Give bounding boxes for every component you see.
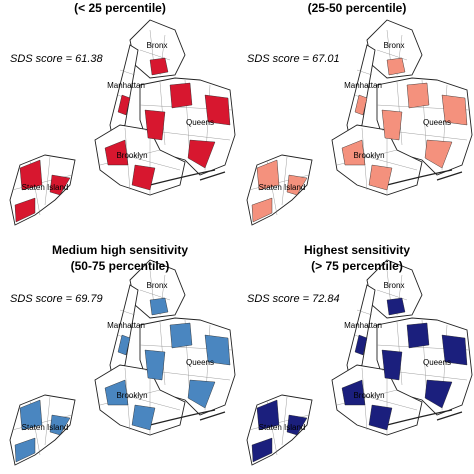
panel-title: (25-50 percentile)	[308, 1, 407, 15]
borough-label: Manhattan	[344, 321, 382, 330]
borough-label: Staten Island	[259, 423, 306, 432]
sds-score: SDS score = 67.01	[247, 53, 340, 65]
borough-label: Queens	[423, 118, 451, 127]
sds-score: SDS score = 69.79	[10, 293, 103, 305]
panel-title: Medium high sensitivity	[52, 243, 188, 257]
borough-label: Manhattan	[107, 321, 145, 330]
panel-title: Highest sensitivity	[304, 243, 410, 257]
borough-label: Bronx	[147, 41, 168, 50]
borough-label: Brooklyn	[116, 151, 147, 160]
sds-score: SDS score = 72.84	[247, 293, 340, 305]
sds-score: SDS score = 61.38	[10, 53, 104, 65]
panel-title: (> 75 percentile)	[311, 259, 403, 273]
borough-label: Manhattan	[107, 81, 145, 90]
borough-label: Bronx	[147, 281, 168, 290]
borough-label: Queens	[423, 358, 451, 367]
borough-label: Queens	[186, 358, 214, 367]
borough-label: Staten Island	[22, 423, 69, 432]
map-panel: Bronx Manhattan Queens Brooklyn Staten Islan…	[246, 19, 473, 226]
borough-label: Manhattan	[344, 81, 382, 90]
borough-label: Queens	[186, 118, 214, 127]
panel-title: (50-75 percentile)	[71, 259, 170, 273]
borough-label: Brooklyn	[116, 391, 147, 400]
map-panel: Bronx Manhattan Queens Brooklyn Staten Islan…	[246, 259, 473, 466]
map-panel: Bronx Manhattan Queens Brooklyn Staten Islan…	[9, 259, 236, 466]
borough-label: Brooklyn	[353, 151, 384, 160]
borough-label: Staten Island	[259, 183, 306, 192]
borough-label: Bronx	[384, 41, 405, 50]
borough-label: Staten Island	[22, 183, 69, 192]
map-panel: Bronx Manhattan Queens Brooklyn Staten Islan…	[9, 19, 236, 226]
borough-label: Brooklyn	[353, 391, 384, 400]
borough-label: Bronx	[384, 281, 405, 290]
panel-title: (< 25 percentile)	[74, 1, 166, 15]
